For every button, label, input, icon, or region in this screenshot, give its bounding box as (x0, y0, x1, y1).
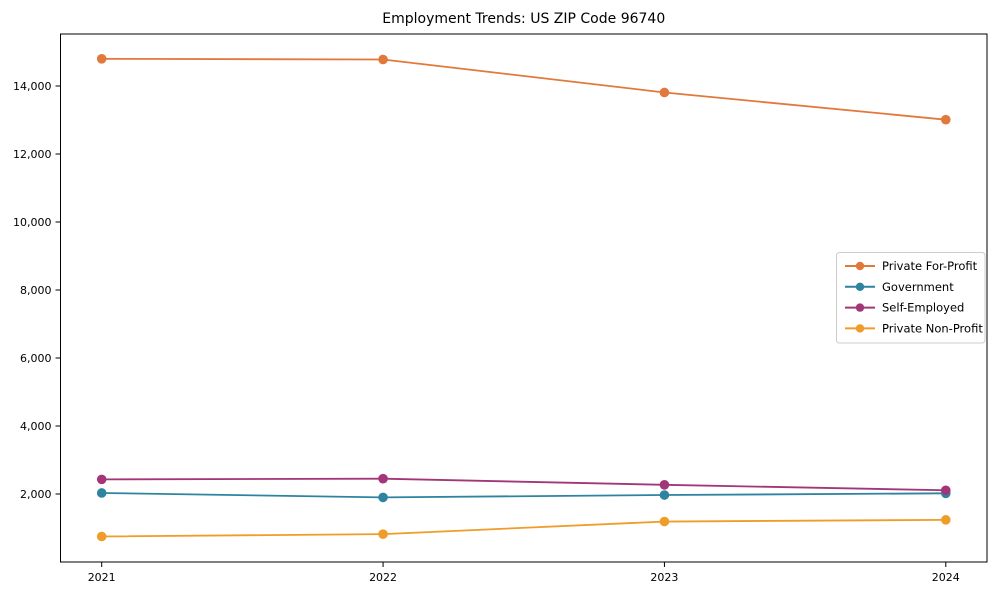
data-point-private-non-profit-2023 (659, 516, 670, 527)
data-point-private-for-profit-2021 (96, 54, 107, 64)
legend-entry-label: Private For-Profit (882, 259, 978, 273)
plot-border (60, 33, 988, 563)
series-line (101, 518, 946, 538)
series-self-employed (96, 473, 951, 496)
legend-marker-icon (855, 282, 865, 291)
data-point-private-non-profit-2024 (941, 515, 951, 525)
data-point-self-employed-2023 (659, 480, 670, 490)
data-point-government-2022 (378, 492, 388, 503)
legend-entry-label: Private Non-Profit (882, 321, 983, 335)
x-axis-tick-label: 2023 (650, 571, 678, 584)
y-axis-tick-label: 10,000 (13, 216, 52, 229)
data-point-government-2023 (659, 490, 670, 500)
series-private-for-profit (96, 54, 951, 125)
x-axis-tick-label: 2022 (369, 571, 397, 584)
legend-entry-private-for-profit: Private For-Profit (845, 259, 978, 273)
data-point-private-non-profit-2021 (96, 531, 107, 542)
y-axis: 2,000 4,000 6,000 8,000 10,000 12,000 14,000 (13, 80, 61, 501)
data-point-self-employed-2024 (941, 485, 951, 496)
legend-marker-icon (855, 324, 865, 333)
data-point-self-employed-2021 (96, 474, 107, 485)
legend-box (836, 252, 986, 344)
y-axis-tick-label: 2,000 (20, 488, 52, 501)
x-axis-tick-label: 2024 (932, 571, 960, 584)
data-point-private-for-profit-2022 (378, 54, 388, 65)
x-axis-tick-label: 2021 (88, 571, 116, 584)
legend-entry-self-employed: Self-Employed (845, 301, 964, 315)
data-point-government-2021 (96, 488, 107, 498)
legend-entry-government: Government (845, 280, 954, 294)
series-line (101, 492, 946, 499)
legend-marker-icon (855, 261, 865, 271)
series-private-non-profit (96, 515, 951, 542)
x-axis: 2021 2022 2023 2024 (88, 562, 960, 584)
series-line (101, 477, 946, 492)
legend-entry-private-non-profit: Private Non-Profit (845, 321, 983, 335)
y-axis-tick-label: 6,000 (20, 352, 52, 365)
y-axis-tick-label: 14,000 (13, 80, 52, 93)
series-line (101, 57, 946, 121)
legend: Private For-Profit Government Self-Employe… (836, 252, 986, 344)
legend-entry-label: Government (882, 280, 954, 294)
y-axis-tick-label: 4,000 (20, 420, 52, 433)
data-point-private-non-profit-2022 (378, 529, 388, 539)
data-point-private-for-profit-2024 (941, 114, 951, 125)
legend-entry-label: Self-Employed (882, 301, 964, 315)
data-point-self-employed-2022 (378, 473, 388, 484)
legend-marker-icon (855, 303, 865, 312)
y-axis-tick-label: 8,000 (20, 284, 52, 297)
data-point-private-for-profit-2023 (659, 87, 670, 98)
y-axis-tick-label: 12,000 (13, 148, 52, 161)
chart-title: Employment Trends: US ZIP Code 96740 (382, 11, 665, 27)
